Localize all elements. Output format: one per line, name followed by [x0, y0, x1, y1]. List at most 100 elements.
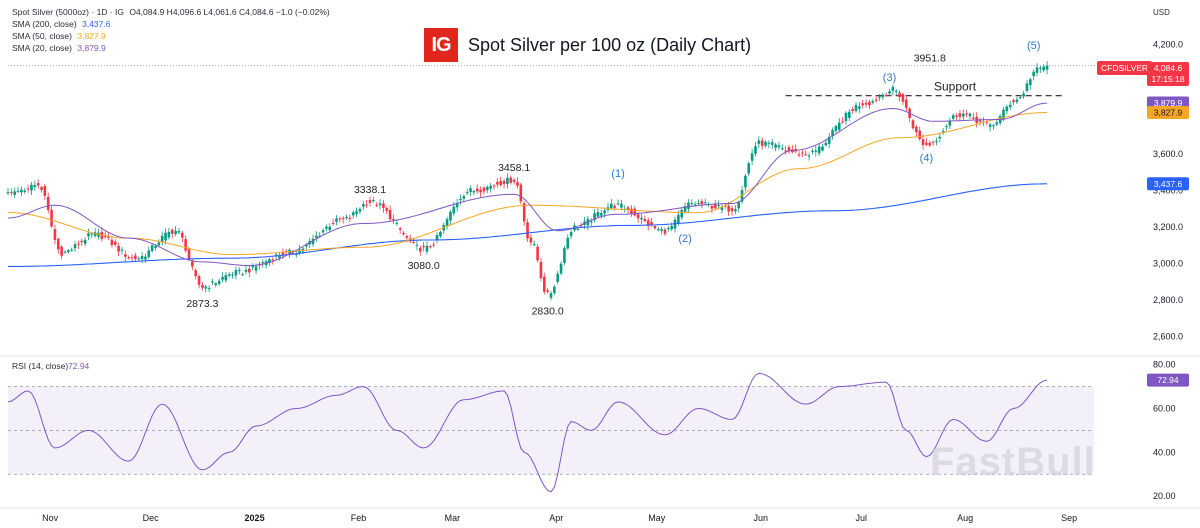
- candle-body: [553, 286, 556, 293]
- candle-body: [683, 206, 687, 212]
- price-tick-label: 4,200.0: [1153, 40, 1183, 50]
- candle-body: [630, 208, 633, 214]
- time-tick-label: Feb: [351, 513, 367, 523]
- candle-body: [626, 207, 630, 210]
- candle-body: [499, 180, 503, 186]
- currency-label: USD: [1153, 8, 1170, 17]
- candle-body: [532, 244, 536, 246]
- rsi-tick-label: 80.00: [1153, 360, 1176, 370]
- candle-body: [972, 117, 975, 119]
- candle-body: [1042, 66, 1046, 71]
- candle-body: [67, 250, 70, 253]
- candle-body: [824, 142, 828, 146]
- candle-body: [244, 269, 248, 272]
- candle-body: [888, 91, 891, 94]
- candle-body: [174, 230, 177, 235]
- candle-body: [227, 274, 231, 276]
- wave-label: (3): [883, 72, 896, 84]
- rsi-label: RSI (14, close): [12, 361, 68, 371]
- candle-body: [113, 241, 117, 245]
- sma50-label: SMA (50, close): [12, 31, 72, 41]
- candle-body: [475, 188, 479, 192]
- price-tick-label: 3,600.0: [1153, 149, 1183, 159]
- price-tick-label: 2,800.0: [1153, 295, 1183, 305]
- candle-body: [864, 102, 868, 105]
- price-tag-box: [1147, 177, 1189, 191]
- candle-body: [764, 141, 767, 146]
- candle-body: [563, 247, 566, 263]
- candle-body: [737, 202, 741, 209]
- rsi-tick-label: 40.00: [1153, 447, 1176, 457]
- candle-body: [382, 203, 385, 208]
- candle-body: [730, 207, 734, 212]
- candle-body: [60, 246, 63, 256]
- candle-body: [127, 257, 130, 259]
- candle-body: [110, 239, 114, 245]
- candle-body: [693, 204, 697, 206]
- candle-body: [33, 185, 37, 188]
- candle-body: [281, 252, 285, 256]
- candle-body: [717, 205, 720, 207]
- candle-body: [780, 148, 784, 150]
- candle-body: [878, 96, 881, 98]
- candle-body: [596, 211, 600, 217]
- wave-label: (2): [678, 233, 691, 245]
- candle-body: [559, 263, 563, 274]
- candle-body: [358, 208, 362, 212]
- wave-label: (4): [920, 152, 933, 164]
- price-annotation: 3080.0: [408, 260, 440, 272]
- rsi-last-value: 72.94: [68, 361, 90, 371]
- candle-body: [599, 213, 603, 216]
- candle-body: [941, 130, 945, 132]
- candle-body: [254, 266, 258, 271]
- candle-body: [361, 204, 365, 207]
- sma20-value: 3,879.9: [77, 43, 106, 53]
- candle-body: [754, 146, 757, 154]
- price-annotation: 3458.1: [498, 162, 530, 174]
- candle-body: [620, 203, 623, 208]
- candle-body: [93, 232, 97, 237]
- candle-body: [727, 205, 730, 212]
- price-tick-label: 3,400.0: [1153, 186, 1183, 196]
- candle-body: [87, 233, 90, 237]
- candle-body: [70, 249, 73, 251]
- candle-body: [522, 203, 526, 222]
- candle-body: [633, 208, 637, 216]
- candle-body: [817, 146, 821, 154]
- candle-body: [713, 204, 717, 209]
- candle-body: [958, 113, 962, 117]
- candle-body: [117, 245, 120, 252]
- candle-body: [610, 203, 613, 209]
- candle-body: [904, 99, 908, 108]
- candle-body: [10, 192, 13, 194]
- candle-body: [348, 217, 352, 219]
- candle-body: [20, 189, 23, 193]
- rsi-tag-box: [1147, 373, 1189, 387]
- candle-body: [405, 236, 409, 238]
- candle-body: [720, 207, 724, 211]
- time-tick-label: Jul: [856, 513, 868, 523]
- candle-body: [1002, 109, 1005, 120]
- candle-body: [469, 188, 472, 193]
- candle-body: [30, 184, 33, 191]
- instrument-name: Spot Silver (5000oz) · 1D · IG: [12, 7, 124, 17]
- candle-body: [935, 140, 938, 142]
- candle-body: [740, 190, 744, 202]
- candle-body: [16, 190, 20, 192]
- candle-body: [646, 220, 650, 227]
- candle-body: [452, 206, 456, 214]
- candle-body: [854, 105, 858, 112]
- candle-body: [422, 245, 425, 248]
- candle-body: [224, 275, 228, 281]
- price-annotation: 2873.3: [186, 298, 218, 310]
- candle-body: [579, 225, 583, 227]
- candle-body: [1045, 65, 1049, 70]
- candle-body: [197, 276, 201, 285]
- rsi-tick-label: 60.00: [1153, 403, 1176, 413]
- candle-body: [392, 219, 395, 221]
- price-tag-value: 3,879.9: [1154, 98, 1183, 108]
- bar-countdown: 17:15:18: [1151, 74, 1185, 84]
- candle-body: [529, 237, 533, 243]
- time-tick-label: Sep: [1061, 513, 1077, 523]
